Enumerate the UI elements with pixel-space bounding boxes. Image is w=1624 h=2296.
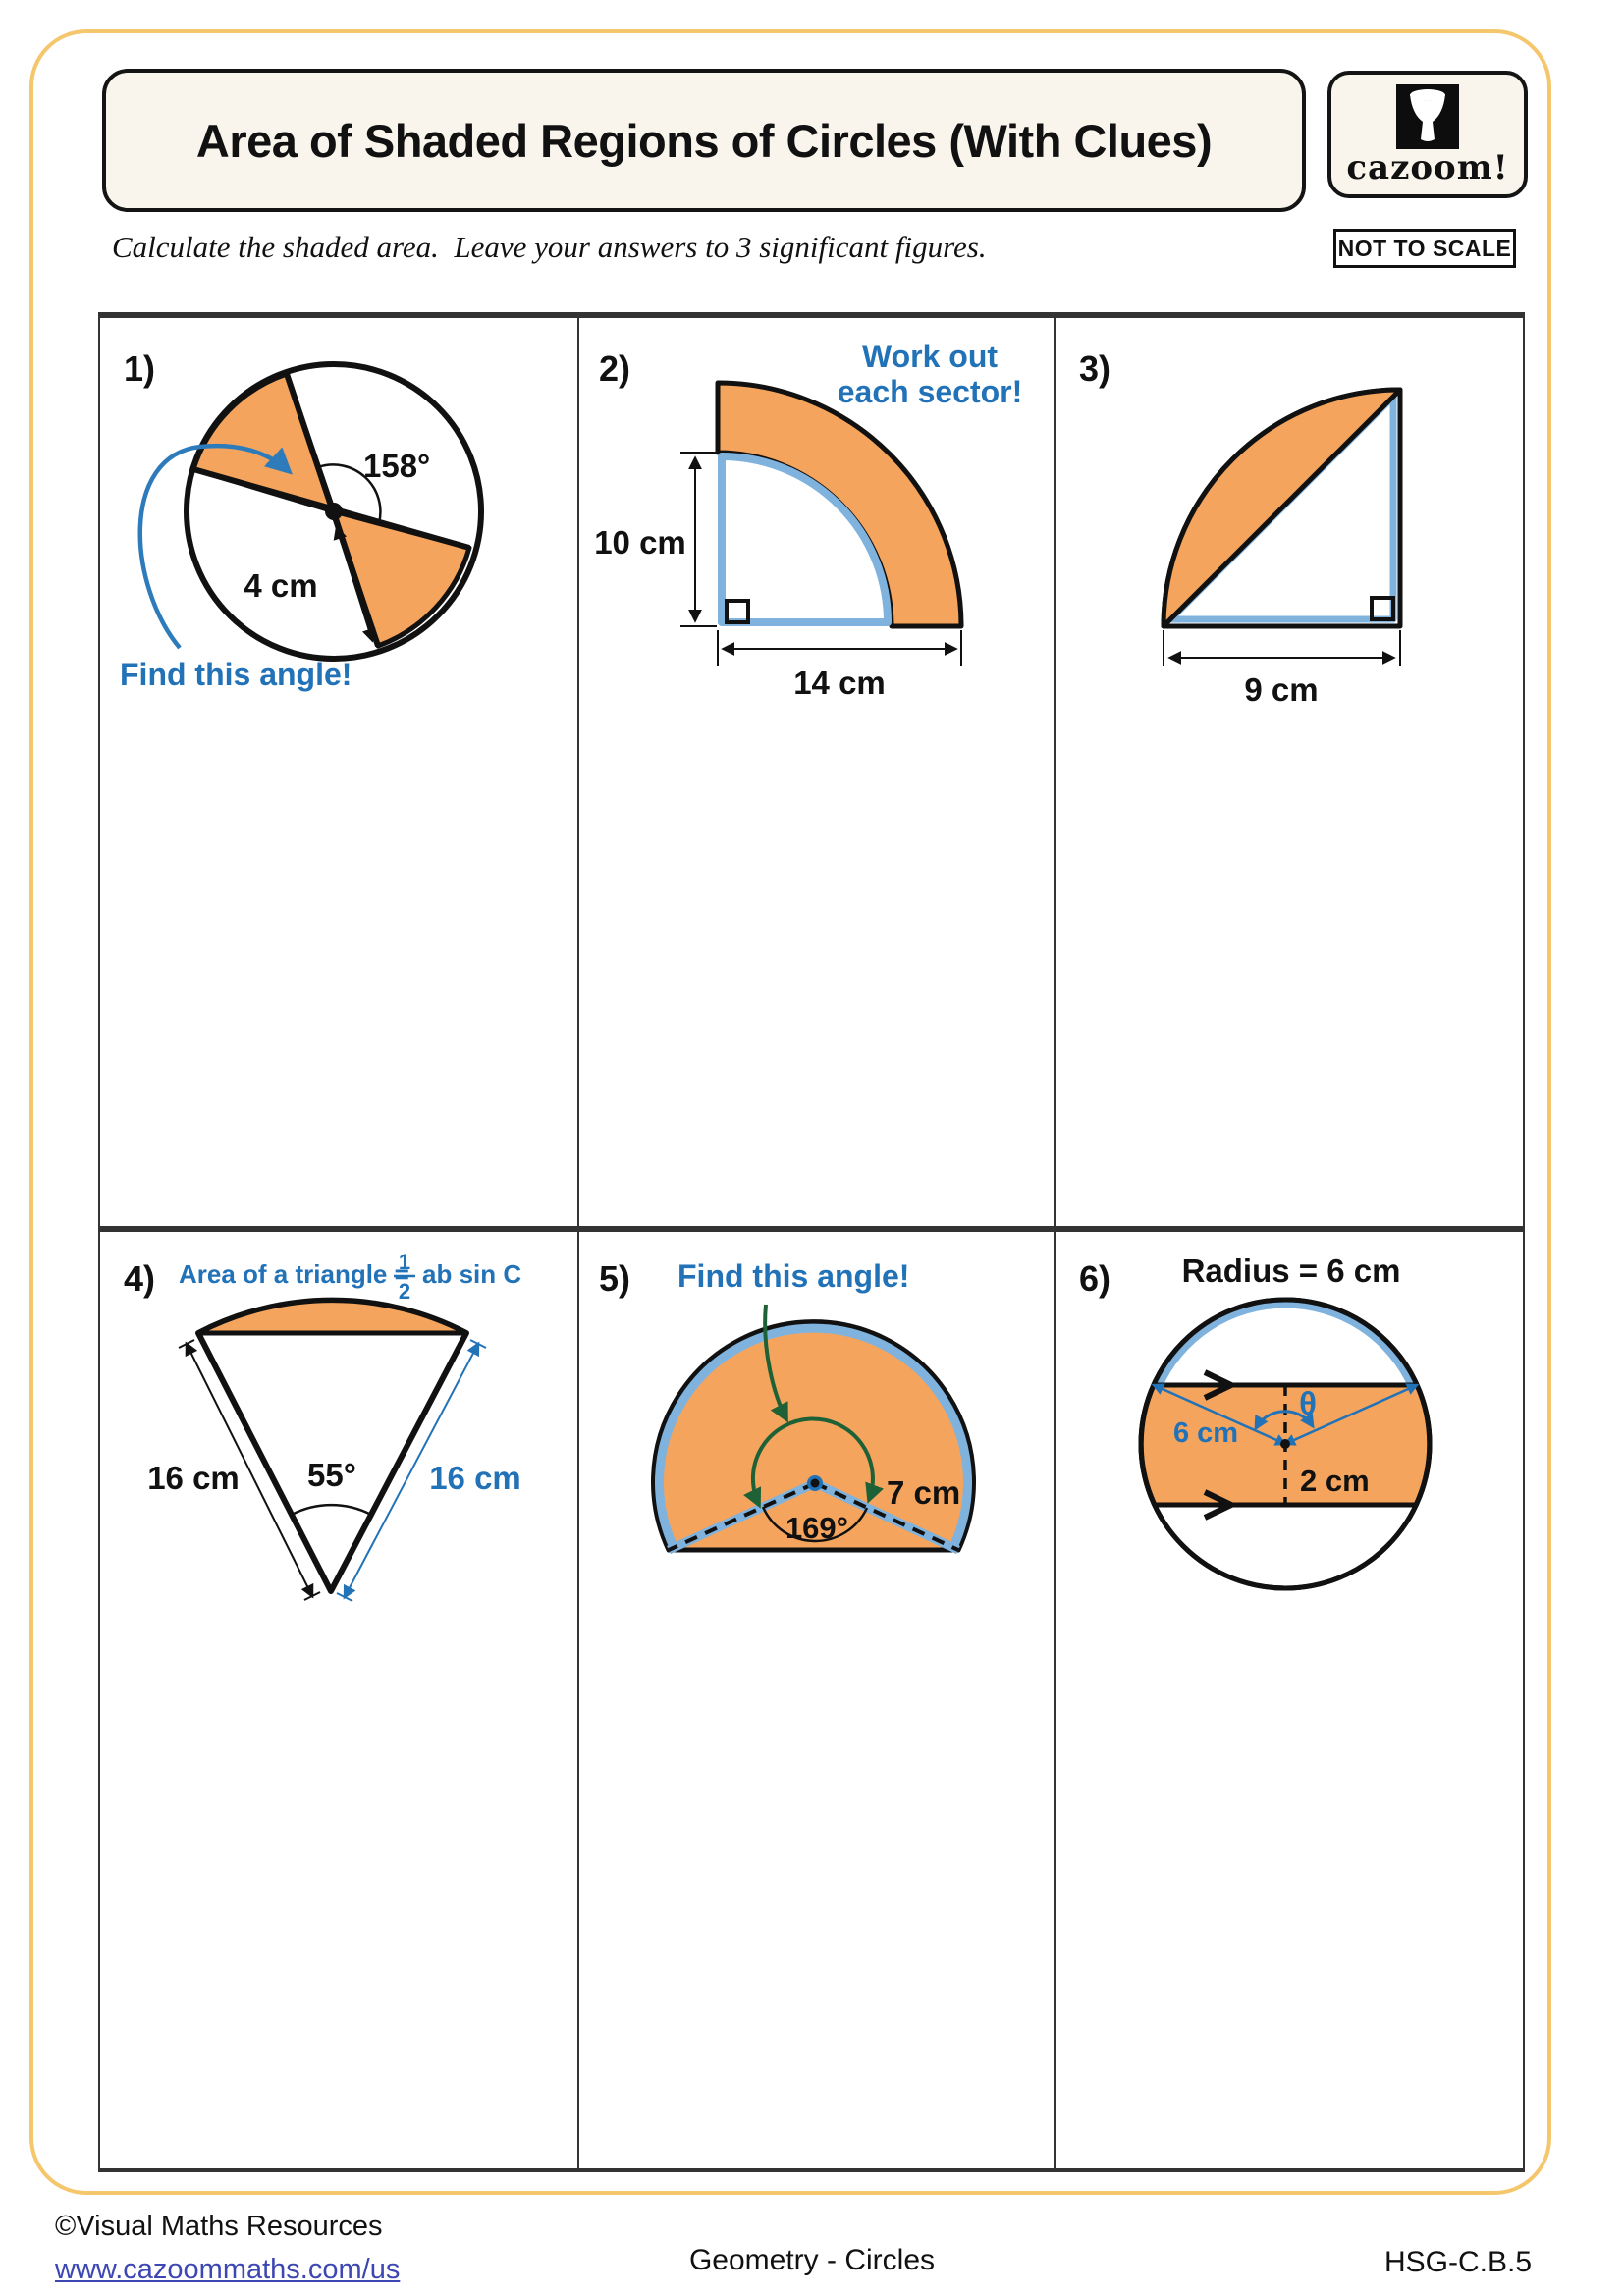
not-to-scale-badge: NOT TO SCALE	[1333, 229, 1516, 268]
radius-label: 6 cm	[1173, 1417, 1238, 1449]
radius-heading: Radius = 6 cm	[1182, 1253, 1401, 1289]
parallel-marker-bottom	[1203, 1489, 1238, 1521]
problem-number: 4)	[124, 1258, 155, 1299]
base-label: 9 cm	[1244, 671, 1318, 708]
problem-1-cell: 1) 158° 4 cm Find this angle!	[100, 318, 579, 1232]
radius-label: 7 cm	[887, 1474, 960, 1511]
problem-number: 1)	[124, 348, 155, 389]
offset-label: 2 cm	[1300, 1464, 1370, 1498]
figure-problem-4: 4) Area of a triangle = 1 2 ab sin C 55°…	[124, 1250, 521, 1602]
shaded-segment	[1161, 387, 1403, 629]
left-radius-label: 16 cm	[147, 1460, 240, 1496]
sector-outline	[195, 1297, 469, 1594]
problem-number: 2)	[599, 348, 630, 389]
angle-label: 55°	[307, 1457, 356, 1493]
footer-subject: Geometry - Circles	[688, 2244, 936, 2276]
hint-text: Find this angle!	[677, 1258, 909, 1294]
logo-wordmark: cazoom!	[1346, 148, 1509, 187]
problems-grid: 1) 158° 4 cm Find this angle! 2) Work ou…	[98, 312, 1525, 2172]
problem-4-cell: 4) Area of a triangle = 1 2 ab sin C 55°…	[100, 1232, 579, 2168]
figure-problem-1: 1) 158° 4 cm Find this angle!	[120, 348, 484, 692]
inner-sector-highlight	[718, 453, 892, 626]
hint-text: Find this angle!	[120, 657, 352, 692]
arc-highlight	[655, 1323, 972, 1549]
formula-prefix: Area of a triangle =	[179, 1259, 409, 1289]
problem-3-cell: 3) 9 cm	[1056, 318, 1523, 1232]
problem-6-cell: 6) Radius = 6 cm θ 6 cm 2 cm	[1056, 1232, 1523, 2168]
hint-curved-arrow	[137, 443, 293, 650]
dimension-tick	[303, 1591, 321, 1601]
figure-problem-2: 2) Work out each sector! 10 cm 14 cm	[594, 339, 1023, 701]
problem-number: 6)	[1079, 1258, 1110, 1299]
title-box: Area of Shaded Regions of Circles (With …	[102, 69, 1306, 212]
footer-copyright: ©Visual Maths Resources	[55, 2211, 383, 2242]
right-angle-marker	[1370, 596, 1395, 621]
radius-line-right	[1282, 1383, 1420, 1446]
angle-arc-169	[761, 1506, 869, 1543]
problem-number: 5)	[599, 1258, 630, 1299]
problem-2-cell: 2) Work out each sector! 10 cm 14 cm	[579, 318, 1056, 1232]
center-dot	[1280, 1439, 1290, 1449]
dimension-tick	[178, 1339, 195, 1349]
height-label: 10 cm	[594, 524, 686, 561]
right-radius-dimension-arrow	[343, 1341, 480, 1600]
center-dot	[810, 1478, 820, 1488]
radius-line-left	[1151, 1383, 1288, 1446]
circle-center-dot	[325, 503, 343, 520]
theta-angle-arc	[1254, 1410, 1315, 1431]
shaded-major-region	[651, 1319, 976, 1553]
arc-highlight	[1153, 1299, 1418, 1389]
instruction-text: Calculate the shaded area. Leave your an…	[112, 230, 987, 264]
hint-pointer-arrow	[763, 1304, 788, 1423]
radius-dimension-arrow	[333, 525, 376, 643]
radius-label: 4 cm	[244, 567, 317, 604]
theta-label: θ	[1299, 1385, 1317, 1421]
dimension-tick	[336, 1592, 353, 1602]
angle-label: 158°	[363, 448, 430, 484]
problem-number: 3)	[1079, 348, 1110, 389]
hint-text-line1: Work out	[862, 339, 998, 374]
figure-problem-6: 6) Radius = 6 cm θ 6 cm 2 cm	[1079, 1253, 1433, 1591]
formula-suffix: ab sin C	[422, 1259, 521, 1289]
angle-label: 169°	[785, 1511, 848, 1545]
circle-outline-top	[1138, 1297, 1433, 1591]
figure-problem-5: 5) Find this angle! 169° 7 cm	[599, 1258, 976, 1555]
cazoom-logo: cazoom!	[1327, 71, 1528, 198]
angle-arc-158	[317, 463, 382, 524]
figure-problem-3: 3) 9 cm	[1079, 348, 1403, 708]
footer-link[interactable]: www.cazoommaths.com/us	[55, 2254, 401, 2285]
drum-icon	[1396, 84, 1459, 149]
base-label: 14 cm	[793, 665, 886, 701]
left-radius-dimension-arrow	[185, 1341, 314, 1599]
reflex-angle-arrow	[743, 1416, 884, 1509]
problem-5-cell: 5) Find this angle! 169° 7 cm	[579, 1232, 1056, 2168]
footer-standard-code: HSG-C.B.5	[1383, 2246, 1532, 2278]
right-angle-marker	[725, 599, 750, 624]
hint-text-line2: each sector!	[838, 374, 1023, 409]
formula-fraction-denominator: 2	[399, 1279, 410, 1304]
right-radius-label: 16 cm	[429, 1460, 521, 1496]
page-title: Area of Shaded Regions of Circles (With …	[195, 114, 1213, 167]
dimension-tick	[469, 1339, 487, 1349]
formula-fraction-numerator: 1	[399, 1250, 410, 1274]
shaded-segment	[195, 1298, 469, 1336]
page-border	[29, 29, 1551, 2195]
